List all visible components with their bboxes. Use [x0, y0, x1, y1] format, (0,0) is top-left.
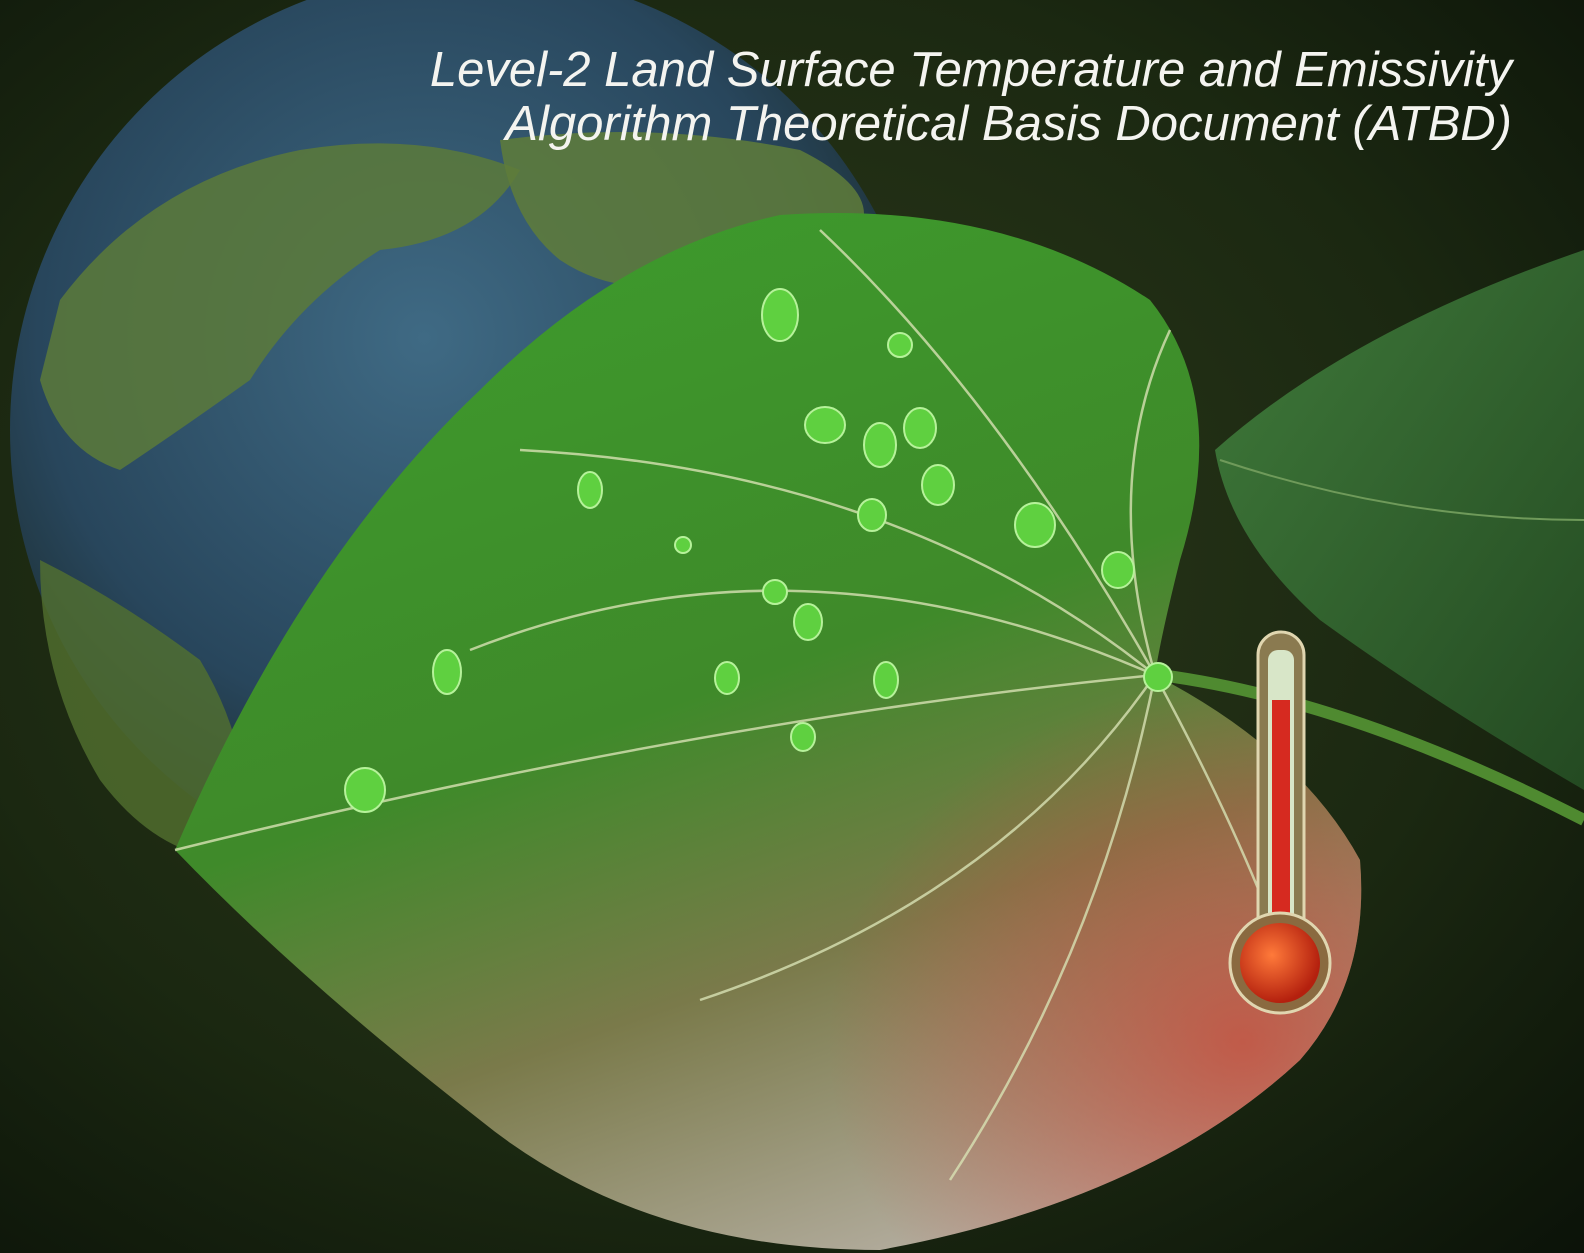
title-line-2: Algorithm Theoretical Basis Document (AT…	[502, 97, 1512, 151]
title-line-1: Level-2 Land Surface Temperature and Emi…	[430, 43, 1515, 97]
thermometer	[1228, 630, 1332, 1015]
water-drops	[344, 288, 1173, 813]
stem	[1159, 669, 1584, 826]
main-leaf	[174, 213, 1362, 1251]
right-leaf	[1215, 250, 1584, 790]
